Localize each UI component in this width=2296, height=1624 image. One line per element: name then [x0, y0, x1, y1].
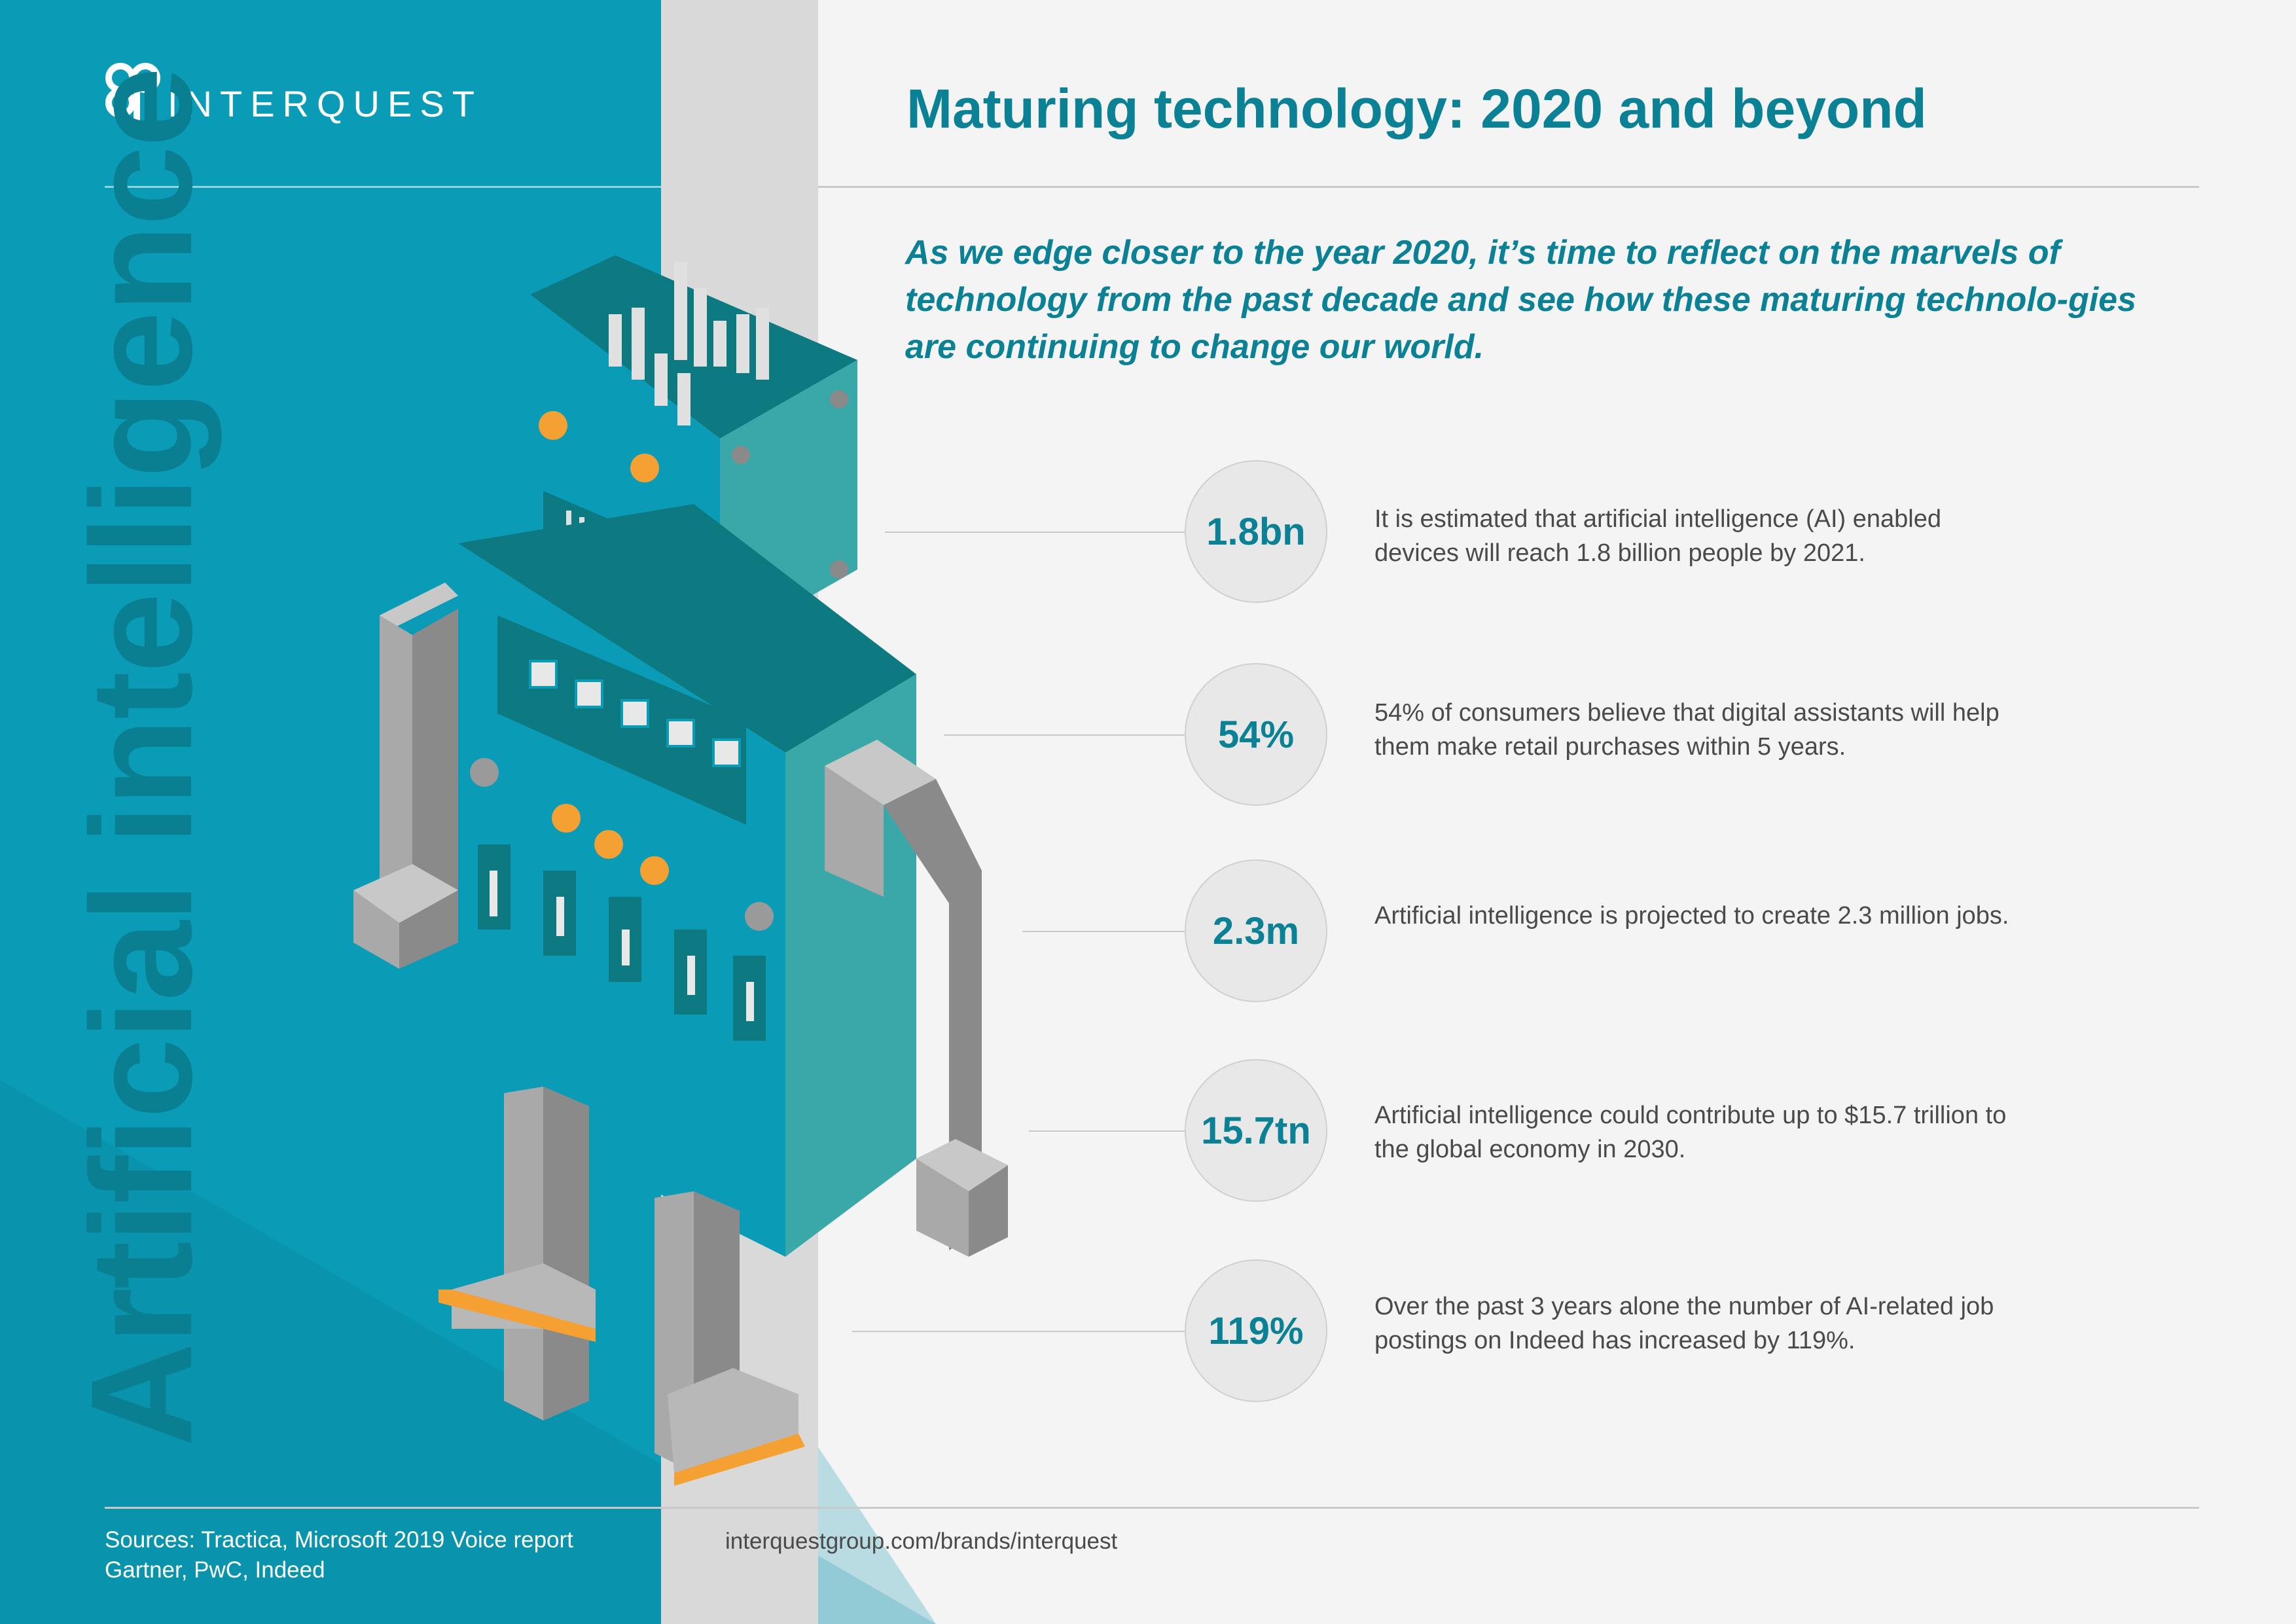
brand-name: INTERQUEST — [168, 83, 482, 124]
stat-circle: 54% — [1185, 663, 1327, 806]
sources-line-1: Sources: Tractica, Microsoft 2019 Voice … — [105, 1527, 573, 1553]
stat-value: 15.7tn — [1201, 1109, 1311, 1152]
stat-circle: 15.7tn — [1185, 1059, 1327, 1202]
brand-logo[interactable]: INTERQUEST — [105, 62, 482, 128]
stat-circle: 2.3m — [1185, 859, 1327, 1002]
stat-value: 2.3m — [1212, 909, 1300, 952]
stat-row: 1.8bn It is estimated that artificial in… — [0, 460, 2296, 604]
stat-circle: 1.8bn — [1185, 460, 1327, 603]
stat-value: 54% — [1217, 713, 1295, 756]
page-title: Maturing technology: 2020 and beyond — [906, 78, 1927, 139]
sources: Sources: Tractica, Microsoft 2019 Voice … — [105, 1525, 641, 1585]
header-divider-left — [105, 186, 661, 188]
stat-circle: 119% — [1185, 1259, 1327, 1402]
stat-row: 2.3m Artificial intelligence is projecte… — [0, 859, 2296, 1003]
stat-value: 1.8bn — [1206, 510, 1306, 553]
connector-line — [885, 532, 1185, 533]
robot-eye-right — [630, 454, 659, 482]
header-divider-right — [818, 186, 2199, 188]
connector-line — [852, 1331, 1185, 1332]
stat-description: It is estimated that artificial intellig… — [1374, 505, 1941, 567]
footer-divider — [105, 1507, 2199, 1509]
stat-value: 119% — [1208, 1309, 1304, 1352]
stat-row: 119% Over the past 3 years alone the num… — [0, 1259, 2296, 1403]
connector-line — [1029, 1130, 1185, 1132]
stat-description: Artificial intelligence could contribute… — [1374, 1102, 2007, 1163]
stat-description: Over the past 3 years alone the number o… — [1374, 1293, 1994, 1354]
stat-description: Artificial intelligence is projected to … — [1374, 902, 2009, 929]
robot-eye-left — [539, 411, 567, 440]
robot-illustration — [353, 255, 1008, 1486]
connector-line — [1022, 931, 1185, 932]
website-link[interactable]: interquestgroup.com/brands/interquest — [725, 1528, 1118, 1554]
stat-row: 15.7tn Artificial intelligence could con… — [0, 1059, 2296, 1203]
interquest-logo-icon — [105, 63, 160, 125]
stat-description: 54% of consumers believe that digital as… — [1374, 699, 2000, 761]
head-antennas — [609, 262, 769, 425]
stat-row: 54% 54% of consumers believe that digita… — [0, 663, 2296, 807]
sources-line-2: Gartner, PwC, Indeed — [105, 1557, 325, 1583]
connector-line — [944, 734, 1185, 736]
intro-text: As we edge closer to the year 2020, it’s… — [905, 234, 2136, 366]
